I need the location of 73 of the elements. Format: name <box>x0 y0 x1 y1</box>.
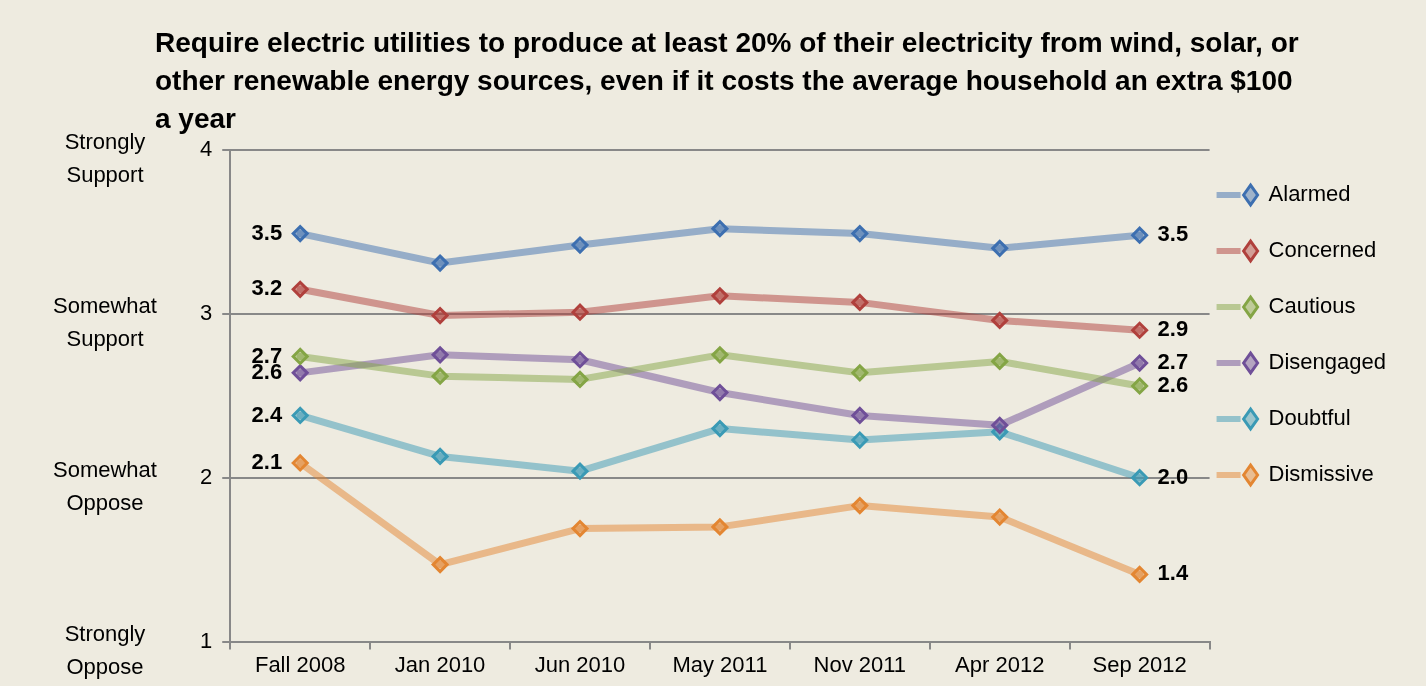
x-tick-label: Nov 2011 <box>813 651 907 677</box>
point <box>711 346 729 364</box>
point <box>431 447 449 465</box>
data-label: 3.2 <box>251 275 283 301</box>
x-tick-label: Jun 2010 <box>534 651 626 677</box>
point <box>851 225 869 243</box>
point <box>291 280 309 298</box>
y-tick-label: 4 <box>199 136 213 162</box>
legend-label: Concerned <box>1268 237 1377 263</box>
point <box>571 370 589 388</box>
point <box>711 287 729 305</box>
point <box>991 239 1009 257</box>
y-tick-label: 3 <box>199 299 213 325</box>
x-tick-label: Jan 2010 <box>394 651 486 677</box>
legend-label: Cautious <box>1268 293 1356 319</box>
point <box>291 225 309 243</box>
text: Strongly Support <box>64 129 146 187</box>
point <box>711 518 729 536</box>
text: Somewhat Oppose <box>52 455 158 517</box>
legend-label: Doubtful <box>1268 405 1351 431</box>
point <box>1131 226 1149 244</box>
point <box>431 307 449 325</box>
point <box>1131 469 1149 487</box>
point <box>431 254 449 272</box>
point <box>431 367 449 385</box>
point <box>1131 354 1149 372</box>
point <box>571 351 589 369</box>
text: Strongly Oppose <box>63 619 147 681</box>
chart-title: Require electric utilities to produce at least 20% of their electricity from wind, solar, or other renewable energy sources, even if it costs the average household an extra $100 a year <box>155 26 1300 136</box>
data-label: 2.0 <box>1157 463 1189 489</box>
data-label: 3.5 <box>251 219 283 245</box>
point <box>291 406 309 424</box>
data-label: 2.9 <box>1157 316 1189 342</box>
point <box>991 352 1009 370</box>
point <box>851 364 869 382</box>
y-tick-label: 1 <box>199 627 213 653</box>
point <box>571 303 589 321</box>
y-tick-label: 2 <box>199 463 213 489</box>
data-label: 1.4 <box>1157 560 1189 586</box>
point <box>431 346 449 364</box>
data-label: 2.1 <box>251 449 283 475</box>
point <box>991 508 1009 526</box>
data-label: 3.5 <box>1157 221 1189 247</box>
point <box>571 520 589 538</box>
point <box>711 384 729 402</box>
legend-label: Dismissive <box>1268 461 1374 487</box>
point <box>1131 565 1149 583</box>
point <box>1131 377 1149 395</box>
text: Somewhat Support <box>52 291 158 353</box>
data-label: 2.7 <box>1157 349 1189 375</box>
point <box>991 416 1009 434</box>
point <box>711 420 729 438</box>
x-tick-label: Fall 2008 <box>254 651 346 677</box>
point <box>291 347 309 365</box>
legend-label: Disengaged <box>1268 349 1387 375</box>
point <box>291 364 309 382</box>
data-label: 2.6 <box>1157 372 1189 398</box>
point <box>571 462 589 480</box>
point <box>711 220 729 238</box>
point <box>431 556 449 574</box>
point <box>571 236 589 254</box>
point <box>851 497 869 515</box>
x-tick-label: Sep 2012 <box>1092 651 1187 677</box>
data-label: 2.4 <box>251 401 283 427</box>
x-tick-label: Apr 2012 <box>955 651 1045 677</box>
point <box>851 293 869 311</box>
point <box>291 454 309 472</box>
point <box>851 406 869 424</box>
legend-label: Alarmed <box>1268 181 1351 207</box>
x-tick-label: May 2011 <box>672 651 768 677</box>
point <box>851 431 869 449</box>
point <box>991 311 1009 329</box>
point <box>1131 321 1149 339</box>
